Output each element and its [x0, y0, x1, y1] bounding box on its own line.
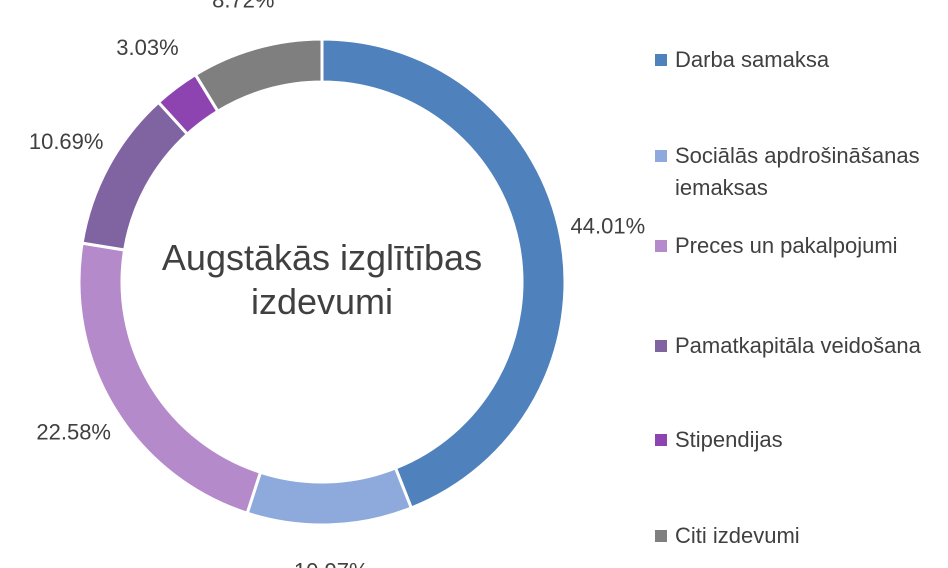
data-label: 10.69% [29, 129, 104, 154]
slice [80, 100, 190, 252]
data-label: 8.72% [212, 0, 274, 13]
slice [245, 466, 414, 527]
data-label: 44.01% [571, 213, 646, 238]
title-line: izdevumi [251, 281, 393, 322]
slice [320, 37, 567, 510]
data-label: 3.03% [116, 35, 178, 60]
slice [77, 241, 263, 516]
legend-label: Sociālās apdrošināšanas iemaksas [675, 143, 920, 200]
chart-title: Augstākās izglītības izdevumi [162, 237, 482, 322]
data-label: 22.58% [36, 420, 111, 445]
title-line: Augstākās izglītības [162, 237, 482, 278]
legend-swatch [655, 150, 667, 162]
legend-label: Citi izdevumi [675, 523, 800, 548]
legend-label: Darba samaksa [675, 47, 830, 72]
legend-swatch [655, 434, 667, 446]
legend-label: Stipendijas [675, 427, 783, 452]
legend-swatch [655, 54, 667, 66]
legend-swatch [655, 530, 667, 542]
legend-swatch [655, 240, 667, 252]
slice [193, 37, 324, 114]
legend-swatch [655, 340, 667, 352]
legend-label: Pamatkapitāla veidošana [675, 333, 921, 358]
legend-label: Preces un pakalpojumi [675, 233, 898, 258]
data-label: 10.97% [294, 559, 369, 568]
